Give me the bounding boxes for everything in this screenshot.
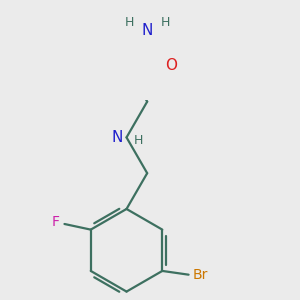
- Text: Br: Br: [192, 268, 208, 282]
- Text: F: F: [52, 215, 60, 229]
- Text: H: H: [125, 16, 134, 29]
- Text: N: N: [142, 22, 153, 38]
- Text: H: H: [160, 16, 170, 29]
- Text: O: O: [165, 58, 177, 74]
- Text: H: H: [134, 134, 143, 147]
- Text: N: N: [111, 130, 123, 145]
